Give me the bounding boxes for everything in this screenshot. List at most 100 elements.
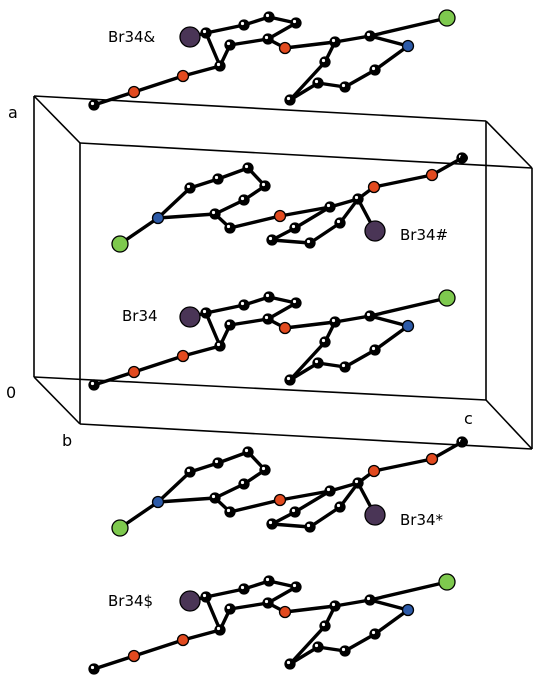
atom-highlight — [211, 210, 216, 215]
atom-c — [200, 27, 212, 39]
atom-n — [151, 495, 165, 509]
atom-o — [127, 649, 141, 663]
bond — [333, 598, 372, 608]
atom-o — [176, 349, 190, 363]
atom-highlight — [292, 19, 297, 24]
atom-br — [179, 590, 201, 612]
bond — [283, 40, 337, 50]
bond — [288, 340, 327, 382]
atom-br — [364, 220, 386, 242]
atom-c — [324, 485, 336, 497]
atom-c — [329, 316, 341, 328]
molecules-layer — [88, 9, 468, 675]
atom-highlight — [321, 58, 326, 63]
atom-c — [200, 307, 212, 319]
atom-highlight — [214, 459, 219, 464]
atom-br — [179, 306, 201, 328]
atom-c — [339, 81, 351, 93]
bond — [270, 522, 312, 529]
atom-c — [364, 30, 376, 42]
bond — [373, 608, 410, 636]
atom-highlight — [341, 647, 346, 652]
bond — [156, 496, 217, 504]
molecule — [88, 573, 456, 675]
atom-o — [278, 605, 292, 619]
atom-label-br34-amp: Br34& — [108, 28, 156, 46]
bond — [368, 314, 410, 328]
atom-c — [224, 603, 236, 615]
atom-highlight — [306, 523, 311, 528]
atom-label-br34-dollar: Br34$ — [108, 592, 153, 610]
atom-c — [212, 173, 224, 185]
atom-c — [224, 319, 236, 331]
bond — [228, 214, 282, 230]
atom-highlight — [286, 376, 291, 381]
atom-c — [324, 201, 336, 213]
atom-o — [367, 464, 381, 478]
atom-c — [88, 99, 100, 111]
atom-c — [334, 217, 346, 229]
atom-o — [127, 365, 141, 379]
atom-c — [263, 291, 275, 303]
atom-o — [176, 633, 190, 647]
atom-highlight — [240, 196, 245, 201]
atom-highlight — [214, 175, 219, 180]
atom-highlight — [331, 318, 336, 323]
atom-c — [290, 581, 302, 593]
atom-highlight — [321, 622, 326, 627]
atom-highlight — [226, 508, 231, 513]
atom-label-br34-star: Br34* — [400, 511, 444, 529]
atom-highlight — [366, 312, 371, 317]
bond — [278, 205, 332, 218]
unit-cell — [33, 95, 533, 450]
atom-highlight — [291, 224, 296, 229]
bond — [132, 74, 185, 94]
atom-highlight — [314, 643, 319, 648]
atom-c — [266, 234, 278, 246]
atom-highlight — [90, 381, 95, 386]
bond — [373, 324, 410, 352]
atom-c — [369, 628, 381, 640]
bond — [293, 205, 332, 230]
bond — [228, 317, 270, 327]
atom-c — [284, 374, 296, 386]
bond — [333, 314, 372, 324]
atom-c — [364, 310, 376, 322]
atom-highlight — [265, 577, 270, 582]
atom-c — [460, 154, 468, 162]
atom-highlight — [186, 184, 191, 189]
bond — [92, 90, 136, 107]
bond — [308, 505, 342, 529]
atom-highlight — [306, 239, 311, 244]
atom-highlight — [314, 359, 319, 364]
atom-c — [262, 313, 274, 325]
atom-c — [334, 501, 346, 513]
bond — [132, 638, 185, 658]
atom-highlight — [371, 346, 376, 351]
cell-edge — [485, 120, 533, 169]
atom-o — [127, 85, 141, 99]
bond — [181, 628, 222, 642]
bond — [343, 68, 377, 89]
axis-label-c: c — [464, 409, 473, 428]
atom-highlight — [366, 596, 371, 601]
cell-edge — [485, 399, 533, 450]
atom-cl — [111, 235, 129, 253]
atom-c — [369, 64, 381, 76]
axis-label-b: b — [62, 431, 72, 450]
atom-highlight — [366, 32, 371, 37]
atom-c — [289, 506, 301, 518]
atom-highlight — [244, 164, 249, 169]
atom-highlight — [216, 342, 221, 347]
atom-c — [224, 506, 236, 518]
atom-highlight — [371, 630, 376, 635]
atom-c — [212, 457, 224, 469]
bond — [132, 354, 185, 374]
bond — [368, 16, 449, 38]
atom-highlight — [211, 494, 216, 499]
atom-c — [312, 357, 324, 369]
atom-c — [184, 466, 196, 478]
bond — [270, 238, 312, 245]
atom-highlight — [244, 448, 249, 453]
atom-highlight — [292, 299, 297, 304]
